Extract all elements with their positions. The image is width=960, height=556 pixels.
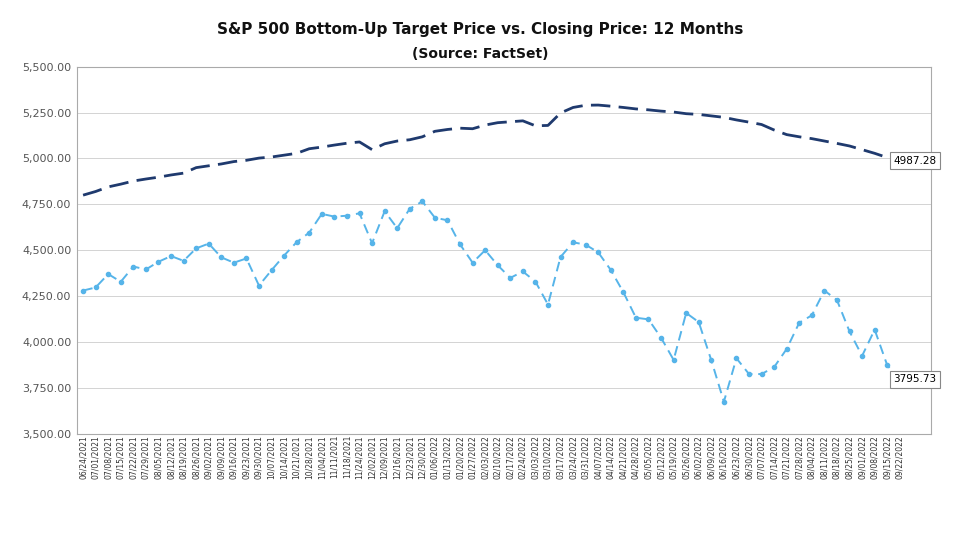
Text: S&P 500 Bottom-Up Target Price vs. Closing Price: 12 Months: S&P 500 Bottom-Up Target Price vs. Closi… (217, 22, 743, 37)
Text: (Source: FactSet): (Source: FactSet) (412, 47, 548, 61)
Text: 3795.73: 3795.73 (894, 374, 937, 384)
Text: 4987.28: 4987.28 (894, 156, 937, 166)
